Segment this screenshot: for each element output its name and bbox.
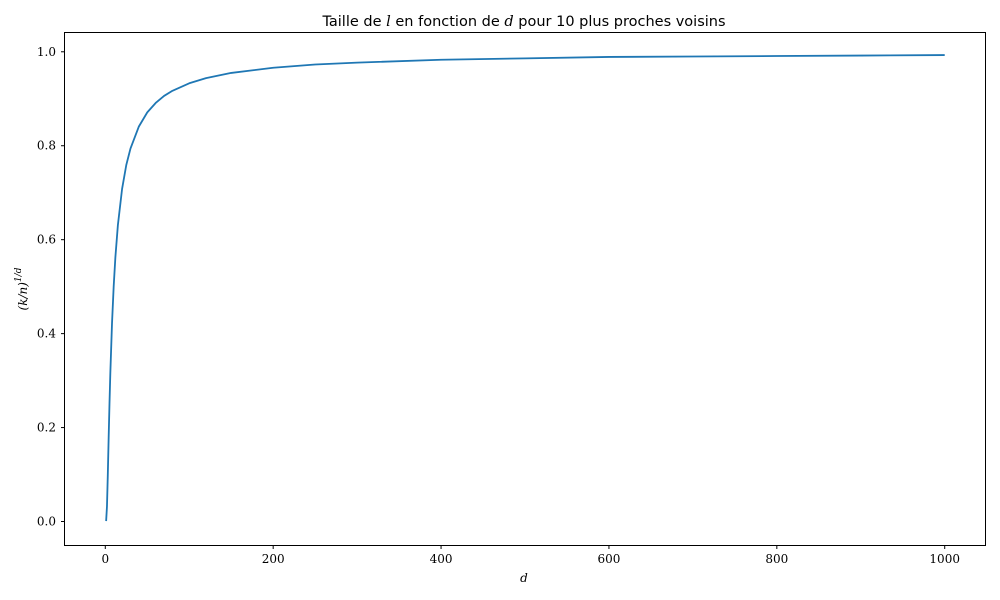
plot-frame xyxy=(64,32,986,546)
y-tick-label: 1.0 xyxy=(37,45,56,59)
y-tick-label: 0.8 xyxy=(37,139,56,153)
x-tick-label: 0 xyxy=(101,552,109,566)
y-tick-label: 0.4 xyxy=(37,327,56,341)
x-tick-label: 1000 xyxy=(929,552,960,566)
x-tick-label: 200 xyxy=(262,552,285,566)
y-axis: 0.0 0.2 0.4 0.6 0.8 1.0 xyxy=(37,45,65,529)
series-line xyxy=(105,54,945,522)
y-axis-label: (k/n)1/d xyxy=(14,267,30,310)
x-tick-label: 600 xyxy=(597,552,620,566)
y-tick-label: 0.2 xyxy=(37,421,56,435)
series-layer xyxy=(105,54,945,522)
y-tick-label: 0.0 xyxy=(37,515,56,529)
x-tick-label: 800 xyxy=(765,552,788,566)
x-axis-label: d xyxy=(520,571,528,585)
x-tick-label: 400 xyxy=(430,552,453,566)
y-tick-label: 0.6 xyxy=(37,233,56,247)
plot-area: 0 200 400 600 800 1000 0.0 0.2 0.4 0.6 0.8 1.0 xyxy=(37,32,986,566)
x-axis: 0 200 400 600 800 1000 xyxy=(101,545,960,566)
chart-title: Taille de l en fonction de d pour 10 plu… xyxy=(321,14,725,30)
